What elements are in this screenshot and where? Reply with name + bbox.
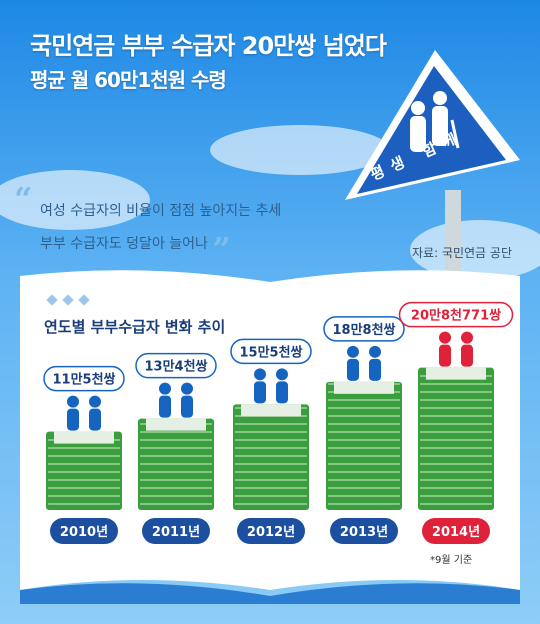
- person-head: [439, 331, 451, 344]
- bar-top-band: [54, 431, 114, 444]
- person-head: [254, 368, 266, 381]
- chart-bars: 11만5천쌍2010년13만4천쌍2011년15만5천쌍2012년18만8천쌍2…: [43, 301, 514, 544]
- value-label: 11만5천쌍: [52, 372, 115, 388]
- quote-line-2: 부부 수급자도 덩달아 늘어나 ”: [40, 230, 231, 268]
- page-subtitle: 평균 월 60만1천원 수령: [30, 68, 227, 92]
- bar-top-band: [146, 418, 206, 431]
- bar-top-band: [334, 381, 394, 394]
- open-quote-icon: “: [14, 180, 33, 218]
- bar-group: 13만4천쌍 2011년: [135, 352, 217, 544]
- bar-group: 20만8천771쌍 2014년: [398, 301, 514, 544]
- year-pill: [422, 518, 490, 544]
- bar-money-stack: [46, 431, 122, 510]
- person-body: [276, 381, 288, 404]
- quote-line-1: 여성 수급자의 비율이 점점 높아지는 추세: [40, 203, 282, 219]
- person-body: [89, 408, 101, 431]
- bar-top-band: [241, 404, 301, 417]
- source-note: 자료: 국민연금 공단: [412, 246, 512, 260]
- bar-money-stack: [326, 381, 402, 510]
- person-body: [159, 395, 171, 418]
- bar-group: 11만5천쌍 2010년: [43, 365, 125, 544]
- year-pill: [330, 518, 398, 544]
- year-label: 2010년: [60, 525, 108, 540]
- value-label-bubble: [323, 316, 405, 342]
- value-label: 15만5천쌍: [239, 344, 302, 360]
- value-label-bubble: [135, 352, 217, 379]
- person-head: [159, 382, 171, 395]
- person-head: [89, 395, 101, 408]
- person-body: [439, 344, 451, 367]
- year-pill: [50, 518, 118, 544]
- decorative-diamonds: [46, 294, 90, 306]
- page-title: 국민연금 부부 수급자 20만쌍 넘었다: [30, 32, 387, 60]
- year-label: 2014년: [432, 525, 480, 540]
- clouds: [0, 125, 540, 280]
- person-head: [461, 331, 473, 344]
- bar-money-stack: [233, 404, 309, 510]
- person-head: [276, 368, 288, 381]
- quote-block: “ 여성 수급자의 비율이 점점 높아지는 추세 부부 수급자도 덩달아 늘어나…: [14, 183, 340, 268]
- bar-group: 18만8천쌍 2013년: [323, 316, 405, 544]
- person-head: [181, 382, 193, 395]
- value-label: 13만4천쌍: [144, 359, 207, 375]
- footnote: *9월 기준: [430, 555, 473, 566]
- year-label: 2013년: [340, 525, 388, 540]
- bar-group: 15만5천쌍 2012년: [230, 338, 312, 544]
- bar-money-stack: [418, 367, 494, 510]
- value-label-bubble: [230, 338, 312, 365]
- chart-title: 연도별 부부수급자 변화 추이: [44, 318, 226, 336]
- person-body: [67, 408, 79, 431]
- year-pill: [142, 518, 210, 544]
- person-body: [369, 358, 381, 381]
- person-body: [347, 358, 359, 381]
- person-head: [67, 395, 79, 408]
- person-head: [347, 345, 359, 358]
- year-label: 2012년: [247, 525, 295, 540]
- person-body: [461, 344, 473, 367]
- value-label-bubble: [43, 365, 125, 392]
- close-quote-icon: ”: [212, 230, 231, 268]
- person-body: [181, 395, 193, 418]
- value-label: 20만8천771쌍: [411, 308, 501, 324]
- person-body: [254, 381, 266, 404]
- bar-top-band: [426, 367, 486, 380]
- elderly-couple-sign: [345, 50, 520, 310]
- year-pill: [237, 518, 305, 544]
- year-label: 2011년: [152, 525, 200, 540]
- person-head: [369, 345, 381, 358]
- value-label: 18만8천쌍: [332, 322, 395, 338]
- value-label-bubble: [398, 301, 514, 328]
